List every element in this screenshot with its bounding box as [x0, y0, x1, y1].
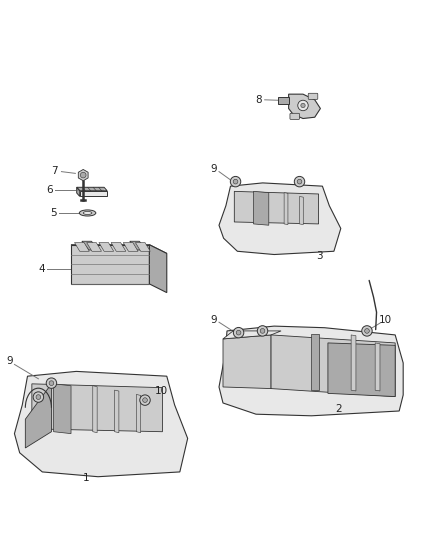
Polygon shape [284, 192, 288, 224]
Polygon shape [25, 384, 51, 448]
Polygon shape [71, 245, 149, 284]
Text: 7: 7 [52, 166, 58, 176]
Circle shape [257, 326, 268, 336]
Polygon shape [328, 343, 395, 397]
Circle shape [260, 328, 265, 333]
Polygon shape [135, 243, 150, 251]
Polygon shape [71, 245, 167, 254]
Text: 2: 2 [336, 404, 342, 414]
Polygon shape [77, 187, 107, 191]
Polygon shape [219, 326, 403, 416]
Text: 5: 5 [50, 208, 57, 218]
Text: 9: 9 [211, 314, 217, 325]
Ellipse shape [79, 210, 96, 216]
Polygon shape [375, 343, 380, 391]
Text: 6: 6 [46, 185, 53, 195]
Circle shape [81, 172, 86, 178]
Circle shape [49, 381, 54, 385]
Circle shape [36, 395, 41, 399]
Polygon shape [311, 334, 319, 390]
Text: 3: 3 [316, 252, 322, 262]
Text: 1: 1 [83, 473, 89, 483]
Circle shape [297, 179, 302, 184]
Polygon shape [14, 372, 187, 477]
Polygon shape [234, 191, 318, 224]
Circle shape [301, 103, 305, 108]
Circle shape [298, 100, 308, 111]
Polygon shape [53, 384, 71, 434]
Polygon shape [300, 197, 303, 224]
FancyBboxPatch shape [308, 93, 318, 99]
Circle shape [362, 326, 372, 336]
Bar [278, 97, 289, 104]
Polygon shape [351, 335, 356, 391]
FancyBboxPatch shape [290, 114, 300, 119]
Circle shape [140, 395, 150, 405]
Circle shape [233, 179, 238, 184]
Text: 10: 10 [155, 386, 168, 396]
Circle shape [294, 176, 305, 187]
Polygon shape [87, 243, 102, 251]
Circle shape [230, 176, 241, 187]
Polygon shape [223, 335, 271, 389]
Text: 9: 9 [6, 357, 13, 366]
Polygon shape [99, 243, 114, 251]
Polygon shape [219, 183, 341, 255]
Polygon shape [32, 384, 162, 432]
Polygon shape [289, 94, 321, 118]
Polygon shape [271, 335, 395, 397]
Polygon shape [111, 243, 126, 251]
Polygon shape [93, 386, 97, 433]
Polygon shape [223, 331, 281, 339]
Circle shape [33, 392, 44, 402]
Text: 8: 8 [255, 95, 261, 105]
Polygon shape [78, 169, 88, 181]
Circle shape [364, 328, 369, 333]
Text: 10: 10 [379, 316, 392, 326]
Circle shape [46, 378, 57, 389]
Polygon shape [82, 241, 99, 250]
Polygon shape [136, 394, 141, 433]
Text: 9: 9 [211, 164, 217, 174]
Polygon shape [115, 390, 119, 433]
Ellipse shape [83, 212, 92, 214]
Polygon shape [80, 191, 107, 197]
Polygon shape [77, 187, 80, 197]
Polygon shape [123, 243, 138, 251]
Polygon shape [149, 245, 167, 293]
Circle shape [236, 330, 241, 335]
Circle shape [233, 327, 244, 338]
Polygon shape [130, 241, 146, 250]
Polygon shape [74, 243, 89, 251]
Text: 4: 4 [38, 264, 45, 273]
Polygon shape [254, 191, 269, 225]
Circle shape [143, 398, 147, 402]
